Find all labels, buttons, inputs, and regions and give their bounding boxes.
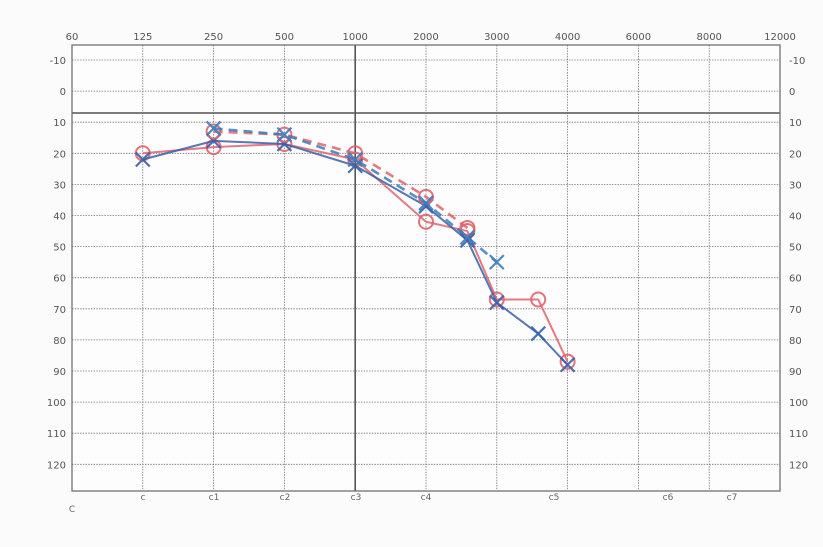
- data-point-circle: [205, 123, 222, 140]
- data-point-cross: [489, 254, 505, 270]
- left-tick-label: 10: [53, 118, 66, 129]
- left-tick-label: 80: [53, 336, 66, 347]
- bottom-tick-label: c1: [209, 493, 220, 503]
- grid-lines: [71, 44, 781, 492]
- top-tick-label: 60: [66, 32, 79, 43]
- data-series: [134, 120, 576, 373]
- left-tick-label: 20: [53, 149, 66, 160]
- data-point-circle: [559, 353, 576, 370]
- left-tick-label: 30: [53, 180, 66, 191]
- data-point-cross: [559, 357, 576, 373]
- right-tick-label: 100: [789, 398, 808, 409]
- left-tick-label: 40: [53, 212, 66, 223]
- data-point-cross: [530, 325, 546, 342]
- bottom-tick-label: C: [69, 505, 75, 515]
- left-tick-label: 110: [47, 429, 66, 440]
- right-tick-label: 60: [789, 274, 802, 285]
- right-tick-label: 110: [789, 429, 808, 440]
- right-tick-label: 80: [789, 336, 802, 347]
- data-point-circle: [459, 219, 476, 236]
- left-tick-label: -10: [50, 56, 66, 67]
- top-tick-label: 500: [275, 32, 294, 43]
- data-point-cross: [347, 151, 363, 168]
- data-point-cross: [135, 151, 151, 168]
- left-tick-label: 60: [53, 274, 66, 285]
- top-tick-label: 250: [204, 32, 223, 43]
- left-tick-label: 50: [53, 243, 66, 254]
- right-tick-label: 70: [789, 305, 802, 316]
- top-tick-label: 4000: [555, 32, 580, 43]
- plot-frame: [71, 44, 781, 492]
- left-tick-label: 120: [47, 460, 66, 471]
- series-line: [142, 142, 569, 363]
- right-tick-label: 40: [789, 212, 802, 223]
- top-tick-label: 125: [133, 32, 152, 43]
- bottom-tick-label: c6: [663, 493, 674, 503]
- data-point-circle: [530, 291, 547, 308]
- right-tick-label: -10: [789, 56, 805, 67]
- top-tick-label: 6000: [626, 32, 651, 43]
- right-tick-label: 0: [789, 87, 795, 98]
- data-point-cross: [418, 195, 434, 211]
- top-tick-label: 2000: [413, 32, 438, 43]
- right-tick-label: 50: [789, 243, 802, 254]
- right-tick-label: 90: [789, 367, 802, 378]
- bottom-tick-label: c4: [421, 493, 432, 503]
- data-point-cross: [459, 229, 476, 246]
- data-point-cross: [459, 232, 476, 249]
- top-tick-label: 3000: [484, 32, 509, 43]
- left-tick-label: 100: [47, 398, 66, 409]
- bottom-tick-label: c5: [549, 493, 560, 503]
- right-tick-label: 120: [789, 460, 808, 471]
- bottom-tick-label: c: [141, 493, 146, 503]
- bottom-tick-label: c2: [280, 493, 291, 503]
- data-point-circle: [418, 213, 434, 230]
- left-tick-label: 90: [53, 367, 66, 378]
- bottom-tick-label: c7: [727, 493, 738, 503]
- left-tick-label: 0: [60, 87, 66, 98]
- data-point-cross: [276, 126, 293, 143]
- data-point-circle: [488, 291, 505, 308]
- top-tick-label: 1000: [342, 32, 367, 43]
- data-point-cross: [489, 294, 505, 311]
- right-tick-label: 30: [789, 180, 802, 191]
- left-tick-label: 70: [53, 305, 66, 316]
- right-tick-label: 10: [789, 118, 802, 129]
- right-tick-label: 20: [789, 149, 802, 160]
- tick-labels: 60 125 250 500 1000 2000 3000 4000 6000 8000 12000…: [47, 32, 808, 515]
- top-tick-label: 8000: [696, 32, 721, 43]
- bottom-tick-label: c3: [351, 493, 362, 503]
- top-tick-label: 12000: [764, 32, 796, 43]
- data-point-cross: [205, 120, 222, 137]
